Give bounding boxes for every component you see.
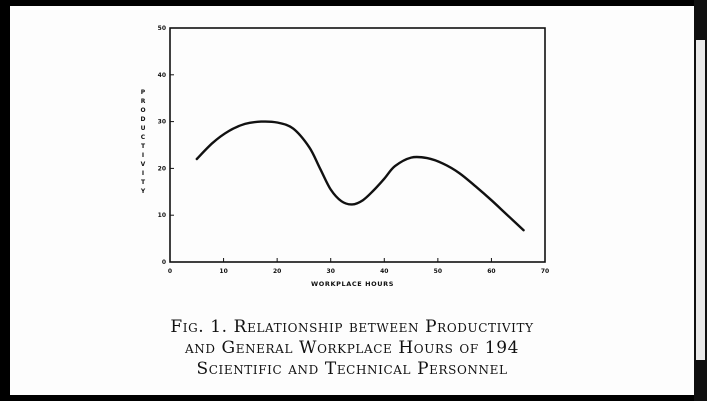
caption-line-1: Fig. 1. Relationship between Productivit… [170,317,534,337]
adjacent-page-edge [696,40,705,360]
x-tick-label: 60 [487,268,495,275]
x-axis-label: WORKPLACE HOURS [311,280,394,288]
plot-frame [169,27,546,263]
caption-line-3: Scientific and Technical Personnel [196,359,508,379]
productivity-chart: 0 10 20 30 40 50 60 70 0 10 20 30 40 50 WORKPLACE HOUR… [140,25,549,288]
document-page: 0 10 20 30 40 50 60 70 0 10 20 30 40 50 WORKPLACE HOUR… [10,6,694,395]
productivity-curve [195,120,525,232]
y-tick-label: 0 [162,259,166,266]
right-edge-strip [694,0,707,401]
y-tick-label: 40 [158,72,166,79]
x-tick-label: 50 [434,268,442,275]
y-tick-label: 20 [158,165,166,172]
x-tick-label: 30 [327,268,335,275]
x-tick-label: 20 [273,268,281,275]
y-tick-label: 30 [158,119,166,126]
x-tick-label: 0 [168,268,172,275]
caption-line-2: and General Workplace Hours of 194 [184,338,520,358]
x-tick-label: 10 [219,268,227,275]
y-tick-label: 10 [158,212,166,219]
y-tick-label: 50 [158,25,166,32]
x-tick-label: 70 [541,268,549,275]
x-tick-label: 40 [380,268,388,275]
figure-caption: Fig. 1. Relationship between Productivit… [10,317,694,380]
